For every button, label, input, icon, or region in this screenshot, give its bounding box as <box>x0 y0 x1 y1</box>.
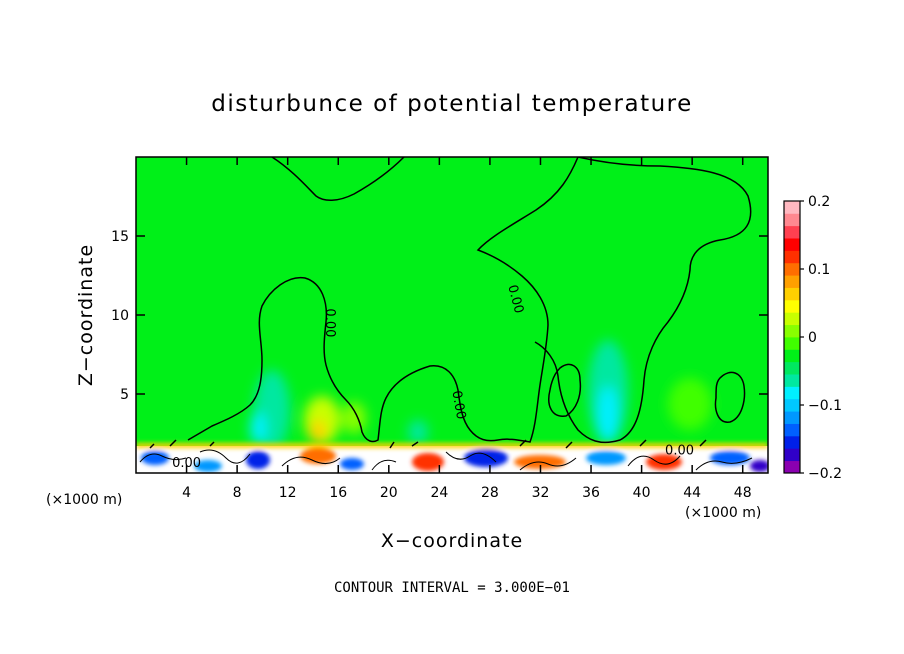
contour-labels: 0.00 0.00 0.00 0.00 0.00 <box>172 283 694 471</box>
anomaly-warm-side <box>342 402 366 434</box>
colorbar-swatch <box>784 411 800 424</box>
colorbar: 0.2 0.1 0 −0.1 −0.2 <box>783 194 842 482</box>
boundary-warm-patch <box>412 453 444 471</box>
contour-lines <box>187 157 752 444</box>
x-unit-left: (×1000 m) <box>46 492 122 508</box>
colorbar-swatch <box>784 238 800 251</box>
boundary-contour-ticks <box>149 439 707 449</box>
contour-interval-note: CONTOUR INTERVAL = 3.000E−01 <box>334 580 570 596</box>
x-tick-label: 48 <box>734 485 752 501</box>
field-background <box>136 157 768 473</box>
colorbar-swatch <box>784 460 800 474</box>
y-axis-label: Z−coordinate <box>75 244 97 386</box>
colorbar-swatch <box>784 262 800 276</box>
x-tick-label: 16 <box>329 485 347 501</box>
x-tick-label: 4 <box>182 485 191 501</box>
colorbar-swatch <box>784 213 800 227</box>
colorbar-tick-label: 0 <box>808 330 817 346</box>
boundary-warm-band <box>136 443 768 448</box>
contour-label: 0.00 <box>322 308 337 337</box>
boundary-cold-patch <box>246 451 270 469</box>
x-tick-label: 20 <box>380 485 398 501</box>
colorbar-swatch <box>784 324 800 338</box>
x-axis: 4 8 12 16 20 24 28 32 36 40 44 48 <box>182 157 752 501</box>
colorbar-swatch <box>784 250 800 264</box>
colorbar-swatch <box>784 423 800 437</box>
chart-title: disturbunce of potential temperature <box>211 91 693 117</box>
y-tick-label: 10 <box>111 308 129 324</box>
colorbar-swatch <box>784 337 800 350</box>
boundary-cold-patch <box>750 460 768 472</box>
contour-closed-right <box>714 371 746 423</box>
colorbar-swatch <box>784 398 800 412</box>
colorbar-swatch <box>784 435 800 449</box>
y-tick-label: 15 <box>111 229 129 245</box>
boundary-cold-patch <box>340 458 364 470</box>
x-tick-label: 12 <box>279 485 297 501</box>
colorbar-swatch <box>784 386 800 400</box>
boundary-cold-patch <box>464 449 508 467</box>
boundary-cold-patch <box>586 451 626 465</box>
colorbar-swatch <box>784 448 800 462</box>
boundary-cold-patch <box>194 460 222 472</box>
contour-top-arc <box>271 157 405 201</box>
colorbar-tick-label: −0.1 <box>808 398 842 414</box>
anomaly-warm-core <box>310 420 326 444</box>
anomaly-right-warm <box>668 378 712 430</box>
colorbar-tick-label: 0.1 <box>808 262 830 278</box>
contour-label: 0.00 <box>665 443 694 458</box>
colorbar-swatch <box>784 299 800 313</box>
x-tick-label: 32 <box>532 485 550 501</box>
anomaly-right-core <box>598 386 618 442</box>
contour-label: 0.00 <box>504 283 526 315</box>
x-tick-label: 44 <box>683 485 701 501</box>
x-axis-label: X−coordinate <box>381 530 523 552</box>
boundary-contours <box>139 449 753 471</box>
boundary-warm-patch <box>646 454 682 470</box>
contour-label: 0.00 <box>172 456 201 471</box>
y-axis: 5 10 15 <box>111 229 768 403</box>
colorbar-swatch <box>784 349 800 363</box>
x-unit-right: (×1000 m) <box>685 505 761 521</box>
colorbar-swatch <box>784 374 800 387</box>
boundary-layer <box>136 439 768 473</box>
x-tick-label: 8 <box>233 485 242 501</box>
contour-label: 0.00 <box>448 390 468 421</box>
x-tick-label: 40 <box>633 485 651 501</box>
x-tick-label: 28 <box>481 485 499 501</box>
contour-zero-main <box>187 157 579 443</box>
x-tick-label: 24 <box>430 485 448 501</box>
plot-area: 0.00 0.00 0.00 0.00 0.00 <box>136 157 768 473</box>
colorbar-swatch <box>784 201 800 214</box>
contour-zero-right <box>534 157 752 444</box>
contour-closed-small <box>548 363 582 417</box>
y-tick-label: 5 <box>120 387 129 403</box>
boundary-warm-patch <box>300 448 336 464</box>
x-tick-label: 36 <box>582 485 600 501</box>
anomaly-mid-column <box>408 420 428 444</box>
colorbar-swatch <box>784 361 800 375</box>
colorbar-swatch <box>784 275 800 288</box>
colorbar-tick-label: −0.2 <box>808 466 842 482</box>
anomaly-left-core <box>250 412 266 444</box>
colorbar-swatch <box>784 312 800 326</box>
boundary-cold-patch <box>141 451 169 465</box>
colorbar-tick-label: 0.2 <box>808 194 830 210</box>
colorbar-swatch <box>784 287 800 301</box>
colorbar-swatch <box>784 225 800 239</box>
